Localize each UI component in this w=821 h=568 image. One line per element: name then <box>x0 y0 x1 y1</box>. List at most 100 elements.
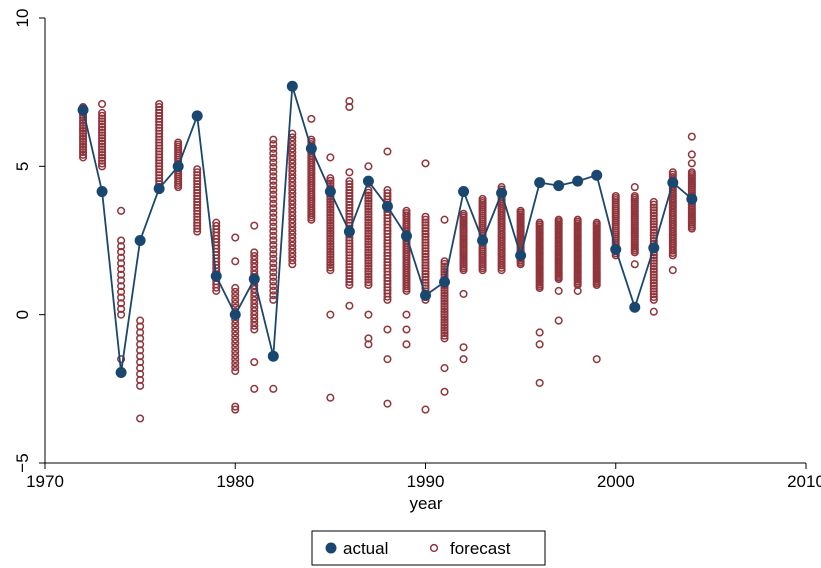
forecast-point <box>383 147 392 156</box>
forecast-point <box>288 245 297 254</box>
forecast-point <box>117 304 126 314</box>
legend-forecast-label: forecast <box>450 539 511 558</box>
actual-point <box>591 169 603 181</box>
forecast-point <box>155 102 164 112</box>
forecast-point <box>231 299 240 308</box>
forecast-point <box>421 270 430 279</box>
y-tick-label: 10 <box>13 9 32 28</box>
x-tick-label: 1970 <box>26 472 64 491</box>
forecast-point <box>421 229 430 239</box>
forecast-point <box>326 310 335 319</box>
forecast-point <box>421 255 430 264</box>
forecast-point <box>117 259 126 268</box>
forecast-point <box>231 295 240 304</box>
actual-point <box>210 270 222 282</box>
actual-point <box>96 186 108 198</box>
forecast-point <box>326 263 335 272</box>
forecast-point <box>288 144 297 153</box>
forecast-point <box>231 327 240 336</box>
forecast-point <box>231 233 240 242</box>
forecast-point <box>117 276 126 285</box>
forecast-point <box>364 256 373 265</box>
actual-point <box>400 230 412 242</box>
forecast-point <box>592 355 601 364</box>
actual-point <box>229 309 241 321</box>
actual-point <box>610 243 622 255</box>
forecast-point <box>649 262 658 271</box>
forecast-point <box>649 225 658 234</box>
forecast-point <box>269 199 278 208</box>
forecast-point <box>364 205 373 214</box>
x-tick-label: 2000 <box>597 472 635 491</box>
forecast-point <box>440 257 449 266</box>
forecast-point <box>364 240 373 249</box>
forecast-point <box>79 142 88 151</box>
forecast-point <box>364 280 373 290</box>
forecast-point <box>117 355 126 364</box>
forecast-point <box>269 222 278 231</box>
forecast-point <box>269 272 278 281</box>
forecast-point <box>117 287 126 296</box>
forecast-point <box>573 215 582 224</box>
forecast-point <box>269 190 278 199</box>
forecast-point <box>440 297 449 306</box>
forecast-point <box>98 142 107 151</box>
forecast-point <box>231 257 240 266</box>
x-tick-label: 1990 <box>407 472 445 491</box>
forecast-point <box>79 145 88 154</box>
x-tick-label: 1980 <box>216 472 254 491</box>
forecast-point <box>421 227 430 236</box>
forecast-point <box>535 378 544 387</box>
actual-point <box>629 301 641 313</box>
forecast-point <box>231 355 240 364</box>
forecast-point <box>79 134 88 143</box>
actual-point <box>496 187 508 199</box>
forecast-point <box>649 292 658 302</box>
forecast-point <box>98 125 107 134</box>
forecast-point <box>231 359 240 368</box>
forecast-point <box>649 273 658 282</box>
forecast-point <box>288 222 297 231</box>
actual-point <box>667 177 679 189</box>
forecast-point <box>250 384 259 393</box>
forecast-point <box>364 196 373 205</box>
forecast-point <box>269 291 278 300</box>
forecast-point <box>440 326 449 335</box>
forecast-point <box>288 170 297 179</box>
actual-point <box>134 235 146 246</box>
forecast-point <box>98 148 107 157</box>
forecast-point <box>364 275 373 284</box>
forecast-point <box>649 209 658 218</box>
forecast-point <box>364 226 373 235</box>
actual-point <box>515 249 527 261</box>
forecast-point <box>649 220 658 229</box>
forecast-point <box>364 213 373 222</box>
x-tick-label: 2010 <box>787 472 821 491</box>
forecast-point <box>193 168 202 177</box>
actual-point <box>362 175 374 187</box>
forecast-point <box>326 250 335 259</box>
forecast-point <box>440 294 449 303</box>
forecast-point <box>440 329 449 338</box>
forecast-point <box>649 203 658 212</box>
forecast-point <box>649 284 658 293</box>
forecast-point <box>117 206 126 215</box>
forecast-point <box>649 211 658 220</box>
forecast-point <box>326 176 335 185</box>
forecast-point <box>212 221 221 230</box>
forecast-point <box>649 223 658 232</box>
x-axis-title: year <box>409 494 442 513</box>
forecast-point <box>421 247 430 256</box>
actual-point <box>477 235 489 246</box>
forecast-point <box>269 158 278 167</box>
forecast-point <box>687 159 696 168</box>
forecast-point <box>326 213 335 222</box>
forecast-point <box>288 215 297 224</box>
forecast-point <box>649 295 658 304</box>
forecast-point <box>326 245 335 254</box>
forecast-point <box>630 183 639 192</box>
forecast-point <box>364 245 373 254</box>
forecast-point <box>649 259 658 268</box>
forecast-point <box>231 351 240 360</box>
forecast-point <box>231 366 240 376</box>
